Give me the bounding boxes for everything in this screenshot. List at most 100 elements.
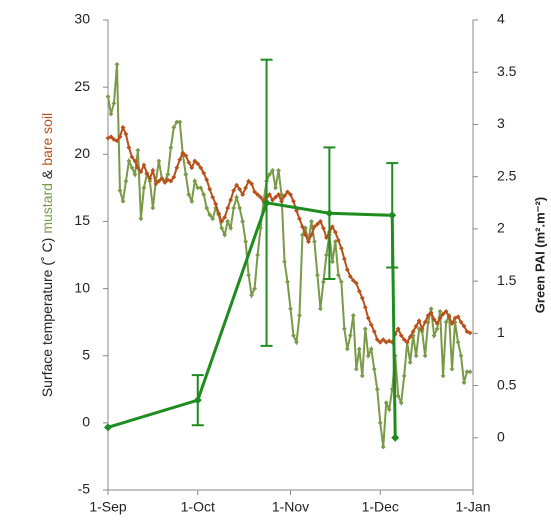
data-point	[267, 192, 272, 197]
data-point	[380, 444, 386, 450]
data-point	[297, 216, 302, 222]
data-point	[324, 235, 329, 240]
data-point	[449, 321, 455, 326]
y-tick-label: 25	[74, 78, 90, 94]
data-point	[204, 177, 210, 183]
data-point	[419, 326, 425, 332]
data-point	[129, 165, 135, 171]
data-point	[156, 158, 162, 164]
data-point	[431, 317, 437, 322]
data-point	[189, 165, 195, 171]
data-point	[285, 189, 290, 195]
data-point	[228, 225, 234, 231]
data-point	[258, 194, 263, 200]
data-point	[237, 186, 243, 192]
y2-tick-label: 1	[497, 324, 505, 340]
data-point	[291, 333, 296, 338]
data-point	[222, 232, 228, 238]
y2-tick-label: 3.5	[497, 63, 517, 79]
data-point	[425, 313, 431, 318]
data-point	[404, 339, 410, 345]
data-point	[356, 288, 362, 294]
data-point	[371, 366, 377, 372]
data-point	[315, 221, 320, 227]
data-point	[309, 219, 314, 224]
y-tick-label: 15	[74, 212, 90, 228]
data-point	[270, 197, 275, 203]
data-point	[422, 353, 428, 359]
data-point	[120, 198, 126, 204]
data-point	[222, 215, 228, 220]
data-point	[401, 337, 407, 342]
data-point	[201, 170, 207, 176]
data-point	[282, 259, 287, 265]
data-point	[467, 369, 473, 375]
data-point	[288, 192, 293, 197]
data-point	[279, 198, 284, 204]
data-point	[111, 137, 117, 142]
data-point	[156, 178, 162, 184]
y-label-joiner: &	[39, 169, 55, 179]
data-point	[255, 252, 260, 258]
data-point	[306, 239, 311, 244]
data-point	[231, 205, 237, 211]
data-point	[183, 153, 189, 159]
y-label-text: Surface temperature (˚ C)	[39, 238, 55, 398]
data-point	[225, 219, 231, 224]
data-point	[234, 194, 240, 200]
data-point	[276, 168, 281, 173]
data-point	[150, 168, 156, 173]
data-point	[324, 252, 329, 258]
data-point	[300, 224, 305, 230]
data-point	[243, 239, 249, 244]
data-point	[303, 232, 308, 238]
data-point	[455, 339, 461, 345]
series-line	[107, 124, 471, 344]
data-point	[338, 279, 344, 285]
data-point	[294, 208, 299, 214]
data-point	[195, 161, 201, 167]
data-point	[443, 309, 449, 314]
data-point	[398, 400, 404, 406]
data-point	[105, 135, 111, 141]
data-point	[252, 286, 257, 291]
data-point	[371, 329, 377, 334]
data-point	[344, 267, 350, 273]
data-point	[213, 201, 219, 207]
data-point	[141, 185, 147, 191]
data-point	[368, 322, 374, 328]
data-point	[193, 396, 202, 405]
y2-axis-label: Green PAI (m².m⁻²)	[532, 197, 547, 313]
data-point	[147, 178, 153, 184]
data-point	[297, 313, 302, 318]
x-tick-label: 1-Nov	[272, 499, 309, 515]
data-point	[368, 346, 374, 352]
data-point	[108, 111, 114, 117]
data-point	[464, 369, 470, 375]
data-point	[362, 326, 368, 332]
data-point	[416, 326, 422, 332]
data-point	[356, 346, 362, 352]
y2-tick-label: 3	[497, 115, 505, 131]
x-tick-label: 1-Jan	[455, 499, 490, 515]
y-tick-label: 20	[74, 145, 90, 161]
data-point	[365, 315, 371, 321]
data-point	[321, 225, 326, 231]
data-point	[291, 198, 296, 204]
data-point	[377, 339, 383, 345]
data-point	[126, 145, 132, 150]
data-point	[132, 158, 138, 164]
data-point	[138, 169, 144, 175]
data-point	[401, 373, 407, 379]
data-point	[335, 272, 341, 278]
data-point	[219, 225, 225, 231]
x-tick-label: 1-Dec	[362, 499, 399, 515]
data-point	[168, 178, 174, 184]
data-point	[177, 157, 183, 163]
data-point	[416, 318, 422, 324]
data-point	[434, 321, 440, 326]
data-point	[174, 119, 180, 125]
data-point	[347, 333, 353, 338]
data-point	[198, 185, 204, 191]
